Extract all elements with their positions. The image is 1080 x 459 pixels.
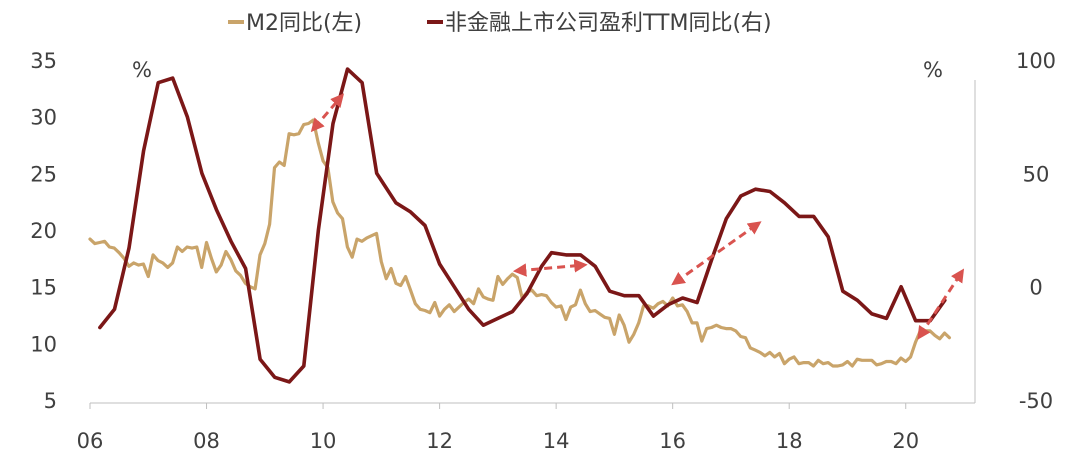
- series-layer: [88, 67, 951, 384]
- x-tick-label: 14: [543, 429, 570, 453]
- right-tick-label: 0: [1029, 276, 1042, 300]
- series-line-m2: [88, 118, 951, 368]
- annotation-layer: [310, 93, 965, 340]
- series-line-profit: [98, 67, 947, 384]
- x-tick-label: 16: [659, 429, 686, 453]
- legend-label: 非金融上市公司盈利TTM同比(右): [445, 11, 772, 36]
- left-tick-label: 5: [44, 389, 57, 413]
- annotation-arrow: [310, 93, 345, 133]
- legend-label: M2同比(左): [246, 11, 362, 36]
- left-tick-label: 25: [30, 162, 57, 186]
- left-tick-label: 20: [30, 219, 57, 243]
- x-tick-label: 06: [77, 429, 104, 453]
- right-tick-label: 50: [1023, 162, 1050, 186]
- right-unit-label: %: [923, 58, 943, 82]
- left-tick-label: 35: [30, 49, 57, 73]
- right-tick-label: 100: [1016, 49, 1056, 73]
- left-tick-label: 30: [30, 106, 57, 130]
- x-tick-label: 18: [776, 429, 803, 453]
- x-axis: 06 08 10 12 14 16 18 20: [77, 402, 975, 453]
- left-tick-label: 15: [30, 276, 57, 300]
- left-unit-label: %: [132, 58, 152, 82]
- annotation-arrow: [512, 259, 588, 277]
- annotation-arrow: [671, 221, 762, 286]
- x-tick-label: 10: [310, 429, 337, 453]
- x-tick-label: 12: [426, 429, 453, 453]
- right-tick-label: -50: [1019, 389, 1053, 413]
- left-tick-label: 10: [30, 332, 57, 356]
- x-tick-label: 20: [892, 429, 919, 453]
- chart-legend: M2同比(左) 非金融上市公司盈利TTM同比(右): [228, 11, 772, 36]
- left-y-axis: 5 10 15 20 25 30 35%: [30, 49, 152, 413]
- right-y-axis: -50 0 50 100%: [923, 49, 1056, 413]
- x-tick-label: 08: [193, 429, 220, 453]
